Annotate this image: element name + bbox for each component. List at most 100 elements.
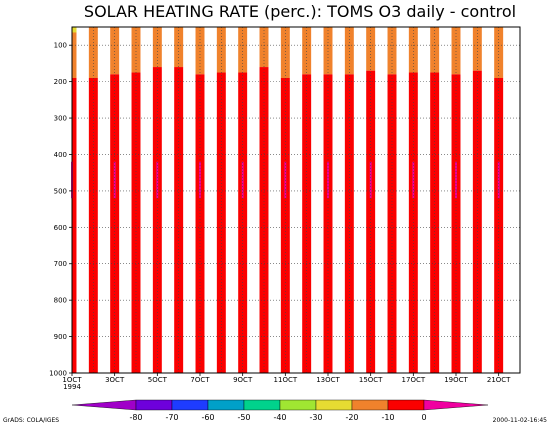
colorbar-label: -40 bbox=[273, 413, 286, 422]
x-tick-label: 17OCT bbox=[402, 376, 426, 384]
red-band bbox=[110, 74, 120, 374]
orange-band bbox=[216, 27, 226, 73]
x-tick-label: 15OCT bbox=[359, 376, 383, 384]
colorbar-swatch bbox=[243, 399, 281, 411]
orange-band bbox=[259, 27, 269, 68]
x-tick-label: 1OCT bbox=[62, 376, 82, 384]
colorbar: -80 -70 -60 -50 -40 -30 -20 -10 0 bbox=[71, 399, 489, 422]
colorbar-swatch bbox=[351, 399, 389, 411]
colorbar-label: -50 bbox=[237, 413, 250, 422]
day-column bbox=[259, 27, 269, 373]
orange-band bbox=[72, 27, 77, 78]
orange-band bbox=[451, 27, 461, 75]
day-column bbox=[323, 27, 333, 374]
y-tick-label: 900 bbox=[54, 333, 67, 341]
y-tick-label: 500 bbox=[54, 187, 67, 195]
x-tick-label: 11OCT bbox=[274, 376, 298, 384]
colorbar-label: -20 bbox=[345, 413, 358, 422]
colorbar-label: -10 bbox=[381, 413, 394, 422]
orange-band bbox=[408, 27, 418, 73]
colorbar-swatch bbox=[71, 399, 137, 411]
red-band bbox=[366, 70, 376, 373]
red-band bbox=[323, 74, 333, 374]
y-tick-label: 300 bbox=[54, 115, 67, 123]
orange-band bbox=[344, 27, 354, 75]
x-tick-label: 5OCT bbox=[148, 376, 168, 384]
x-tick-label: 19OCT bbox=[444, 376, 468, 384]
y-tick-label: 1000 bbox=[49, 370, 67, 378]
y-tick-label: 600 bbox=[54, 224, 67, 232]
magenta-patch bbox=[284, 161, 287, 199]
magenta-patch bbox=[497, 161, 500, 199]
red-band bbox=[174, 67, 184, 373]
colorbar-label: -30 bbox=[309, 413, 322, 422]
x-tick-label: 13OCT bbox=[316, 376, 340, 384]
chart-title: SOLAR HEATING RATE (perc.): TOMS O3 dail… bbox=[84, 2, 516, 21]
orange-band bbox=[387, 27, 397, 75]
day-column bbox=[344, 27, 354, 374]
colorbar-swatch bbox=[315, 399, 353, 411]
red-band bbox=[152, 67, 162, 373]
orange-band bbox=[152, 27, 162, 68]
day-column bbox=[387, 27, 397, 374]
magenta-patch bbox=[412, 161, 415, 199]
magenta-patch bbox=[241, 161, 244, 199]
orange-band bbox=[430, 27, 440, 73]
plot-frame bbox=[71, 26, 521, 374]
orange-band bbox=[323, 27, 333, 75]
footer-right: 2000-11-02-16:45 bbox=[493, 417, 548, 424]
red-band bbox=[451, 74, 461, 374]
red-band bbox=[72, 77, 77, 373]
magenta-patch bbox=[369, 161, 372, 199]
magenta-patch bbox=[113, 161, 116, 199]
orange-band bbox=[238, 27, 248, 73]
magenta-patch bbox=[455, 161, 457, 199]
orange-band bbox=[174, 27, 184, 68]
colorbar-label: -80 bbox=[129, 413, 142, 422]
red-band bbox=[302, 74, 312, 374]
orange-band bbox=[494, 27, 504, 78]
day-column bbox=[110, 27, 120, 374]
magenta-patch bbox=[327, 161, 329, 199]
day-column bbox=[152, 27, 162, 373]
colorbar-swatch bbox=[171, 399, 209, 411]
day-column bbox=[195, 27, 205, 374]
colorbar-label: 0 bbox=[421, 413, 426, 422]
colorbar-label: -70 bbox=[165, 413, 178, 422]
red-band bbox=[195, 74, 205, 374]
x-tick-label: 1994 bbox=[63, 383, 81, 391]
orange-band bbox=[280, 27, 290, 78]
orange-band bbox=[131, 27, 141, 73]
red-band bbox=[387, 74, 397, 374]
x-tick-label: 21OCT bbox=[487, 376, 511, 384]
colorbar-swatch bbox=[135, 399, 173, 411]
colorbar-label: -60 bbox=[201, 413, 214, 422]
magenta-patch bbox=[199, 161, 201, 199]
x-tick-label: 9OCT bbox=[233, 376, 253, 384]
red-band bbox=[344, 74, 354, 374]
orange-band bbox=[195, 27, 205, 75]
orange-band bbox=[110, 27, 120, 75]
y-tick-label: 800 bbox=[54, 297, 67, 305]
y-tick-label: 700 bbox=[54, 260, 67, 268]
orange-band bbox=[88, 27, 98, 78]
footer-left: GrADS: COLA/IGES bbox=[3, 417, 59, 424]
day-column bbox=[451, 27, 461, 374]
grid bbox=[72, 27, 520, 373]
day-column bbox=[302, 27, 312, 374]
y-tick-label: 400 bbox=[54, 151, 67, 159]
magenta-patch bbox=[156, 161, 159, 199]
colorbar-swatch bbox=[387, 399, 425, 411]
colorbar-swatch bbox=[279, 399, 317, 411]
yellow-band bbox=[72, 27, 77, 33]
y-tick-label: 100 bbox=[54, 42, 67, 50]
orange-band bbox=[302, 27, 312, 75]
colorbar-swatch bbox=[207, 399, 245, 411]
red-band bbox=[259, 67, 269, 373]
y-tick-label: 200 bbox=[54, 78, 67, 86]
x-tick-label: 3OCT bbox=[105, 376, 125, 384]
x-tick-label: 7OCT bbox=[190, 376, 210, 384]
colorbar-swatch bbox=[423, 399, 489, 411]
